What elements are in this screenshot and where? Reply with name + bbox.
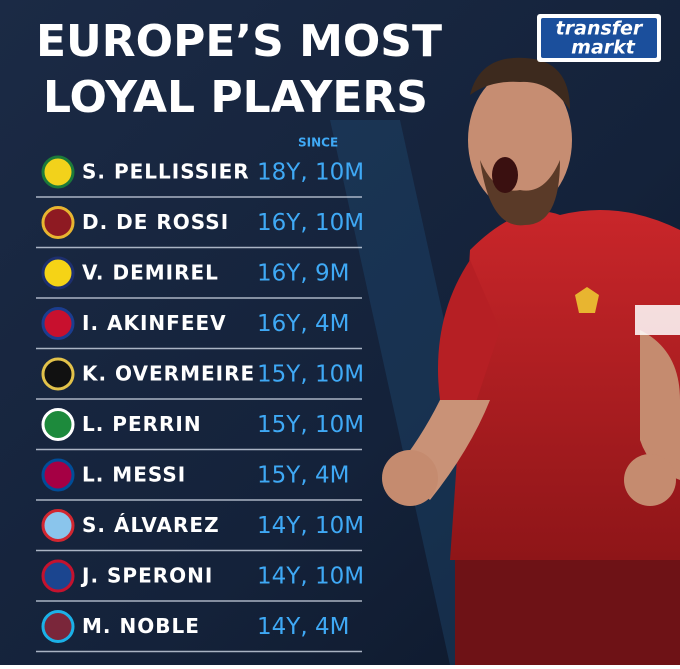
tenure: 16Y, 4M	[257, 311, 349, 337]
club-badge	[41, 408, 75, 441]
club-badge	[41, 307, 75, 340]
title-line: EUROPE’S MOST	[36, 16, 442, 67]
tenure: 15Y, 10M	[257, 412, 364, 438]
logo: transfer markt	[537, 14, 661, 62]
tenure: 16Y, 9M	[257, 261, 349, 287]
club-badge	[41, 458, 75, 492]
club-badge	[41, 256, 75, 290]
tenure: 18Y, 10M	[257, 160, 364, 186]
tenure: 15Y, 10M	[257, 362, 364, 388]
player-name: M. NOBLE	[82, 614, 200, 638]
player-name: S. ÁLVAREZ	[82, 513, 220, 537]
club-badge	[41, 206, 75, 239]
club-badge	[41, 559, 75, 593]
player-name: I. AKINFEEV	[82, 311, 227, 335]
logo-line: transfer	[556, 18, 644, 40]
player-illustration	[382, 57, 680, 665]
tenure: 14Y, 4M	[257, 614, 349, 640]
tenure: 15Y, 4M	[257, 463, 349, 489]
player-name: J. SPERONI	[80, 564, 213, 588]
player-name: D. DE ROSSI	[82, 210, 229, 234]
player-name: V. DEMIREL	[82, 261, 219, 285]
title-line: LOYAL PLAYERS	[43, 72, 428, 123]
club-badge	[41, 155, 75, 189]
player-list: S. PELLISSIER 18Y, 10M D. DE ROSSI 16Y, 10M…	[36, 155, 364, 653]
club-badge	[41, 610, 75, 643]
club-badge	[41, 509, 75, 542]
club-badge	[41, 357, 75, 391]
player-name: L. PERRIN	[82, 412, 202, 436]
tenure: 14Y, 10M	[257, 513, 364, 539]
player-name: K. OVERMEIRE	[82, 362, 255, 386]
tenure: 16Y, 10M	[257, 210, 364, 236]
column-header: SINCE	[298, 136, 338, 150]
logo-line: markt	[571, 37, 636, 59]
player-name: S. PELLISSIER	[82, 160, 250, 184]
tenure: 14Y, 10M	[257, 564, 364, 590]
player-name: L. MESSI	[82, 463, 186, 487]
